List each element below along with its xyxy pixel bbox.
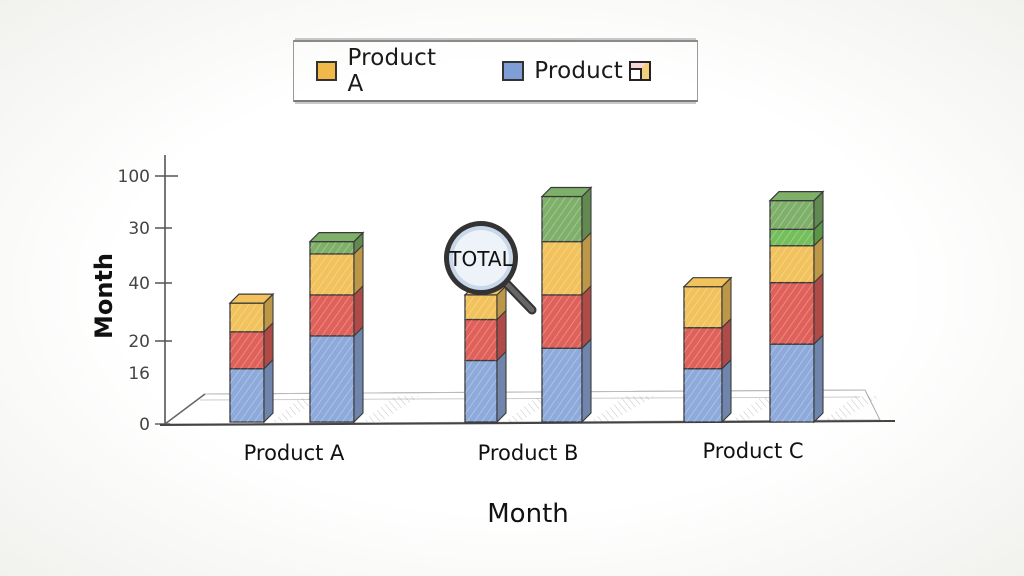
magnifier-label: TOTAL: [448, 247, 513, 271]
magnifying-glass-icon: TOTAL: [444, 221, 537, 315]
bar-top-cap: [228, 293, 275, 304]
legend-label: Product A: [347, 45, 437, 97]
bar-shadows: [272, 396, 880, 422]
bar-top-cap: [308, 232, 365, 243]
stacked-bar: [228, 292, 275, 424]
legend-item-product: Product: [502, 58, 651, 84]
stacked-bar: [682, 276, 733, 424]
bar-top-cap: [768, 191, 825, 202]
legend-swatch-orange: [316, 61, 338, 81]
y-tick-40: 40: [128, 274, 150, 294]
y-tick-0: 0: [139, 415, 150, 435]
legend-glyph-icon: [629, 61, 651, 81]
stacked-bar: [308, 231, 365, 424]
y-tick-labels: 100 30 40 20 16 0: [118, 167, 150, 435]
category-label-product-a: Product A: [244, 441, 345, 465]
chart-legend: Product A Product: [293, 40, 698, 102]
category-label-product-c: Product C: [702, 439, 803, 463]
y-axis-title: Month: [90, 253, 118, 339]
legend-item-product-a: Product A: [316, 45, 456, 97]
y-axis: [155, 155, 178, 426]
y-tick-100: 100: [118, 167, 150, 187]
legend-label: Product: [534, 58, 623, 84]
stacked-bar: [463, 284, 508, 424]
y-tick-20: 20: [128, 332, 150, 352]
bar-top-cap: [540, 186, 593, 198]
y-tick-30: 30: [128, 219, 150, 239]
bar-top-cap: [682, 277, 733, 288]
stacked-bar: [768, 190, 825, 424]
x-axis-title: Month: [487, 499, 569, 529]
stacked-bar: [540, 186, 593, 424]
y-tick-16: 16: [128, 364, 150, 384]
bars: [228, 186, 825, 424]
legend-swatch-blue: [502, 61, 525, 81]
category-label-product-b: Product B: [478, 441, 579, 465]
